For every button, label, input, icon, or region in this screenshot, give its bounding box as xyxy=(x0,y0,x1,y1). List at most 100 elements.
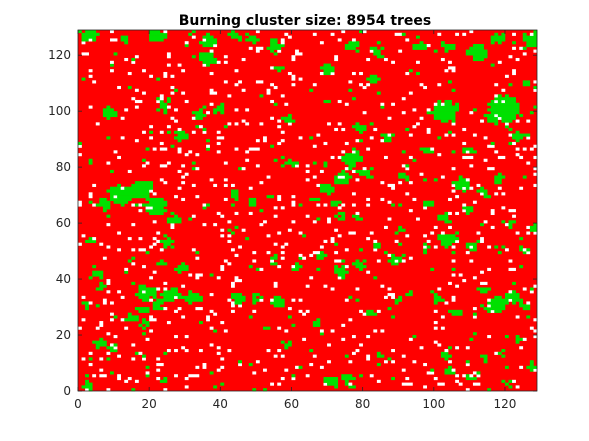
empty-cell xyxy=(184,153,189,157)
empty-cell xyxy=(512,379,516,383)
empty-cell xyxy=(216,368,221,372)
empty-cell xyxy=(533,172,538,176)
empty-cell xyxy=(494,192,499,196)
empty-cell xyxy=(149,189,154,193)
empty-cell xyxy=(423,206,427,210)
empty-cell xyxy=(515,385,520,389)
empty-cell xyxy=(234,108,239,112)
tree-cell xyxy=(198,321,203,325)
tree-cell xyxy=(480,223,484,227)
empty-cell xyxy=(433,309,438,313)
tree-cell xyxy=(131,57,136,62)
tree-cell xyxy=(462,150,467,154)
empty-cell xyxy=(191,214,196,218)
tree-cell xyxy=(504,365,509,369)
empty-cell xyxy=(451,183,456,188)
empty-cell xyxy=(252,259,257,263)
empty-cell xyxy=(134,105,139,109)
empty-cell xyxy=(270,116,274,120)
empty-cell xyxy=(131,97,136,101)
tree-cell xyxy=(198,52,214,56)
empty-cell xyxy=(231,309,235,313)
tree-cell xyxy=(88,158,93,162)
empty-cell xyxy=(387,116,392,120)
tree-cell xyxy=(191,111,203,115)
tree-cell xyxy=(81,385,93,389)
empty-cell xyxy=(401,97,406,101)
tree-cell xyxy=(231,189,239,193)
tree-cell xyxy=(512,290,516,294)
tree-cell xyxy=(483,307,506,311)
empty-cell xyxy=(92,203,97,207)
empty-cell xyxy=(472,276,477,280)
empty-cell xyxy=(455,195,460,199)
empty-cell xyxy=(480,281,488,285)
tree-cell xyxy=(348,167,353,171)
empty-cell xyxy=(209,88,214,92)
empty-cell xyxy=(533,183,538,188)
tree-cell xyxy=(159,379,168,383)
empty-cell xyxy=(455,211,460,215)
tree-cell xyxy=(319,251,324,255)
empty-cell xyxy=(255,139,260,143)
empty-cell xyxy=(220,267,225,271)
tree-cell xyxy=(355,265,367,269)
empty-cell xyxy=(348,318,353,322)
tree-cell xyxy=(465,49,488,53)
empty-cell xyxy=(223,55,228,59)
empty-cell xyxy=(355,178,360,182)
empty-cell xyxy=(106,290,111,294)
empty-cell xyxy=(451,133,456,137)
tree-cell xyxy=(124,186,154,190)
empty-cell xyxy=(195,276,200,280)
tree-cell xyxy=(341,158,363,162)
tree-cell xyxy=(437,136,442,140)
empty-cell xyxy=(522,248,527,252)
empty-cell xyxy=(515,231,520,235)
tree-cell xyxy=(412,46,427,50)
tree-cell xyxy=(359,374,363,378)
tree-cell xyxy=(159,102,168,106)
tree-cell xyxy=(152,206,164,210)
tree-cell xyxy=(366,77,381,81)
tree-cell xyxy=(494,295,502,299)
empty-cell xyxy=(444,301,449,305)
empty-cell xyxy=(494,83,499,87)
empty-cell xyxy=(266,88,271,92)
tree-cell xyxy=(533,85,538,90)
tree-cell xyxy=(166,130,171,134)
tree-cell xyxy=(163,242,171,246)
y-axis: 0 20 40 60 80 100 120 xyxy=(48,48,537,398)
empty-cell xyxy=(512,69,516,73)
empty-cell xyxy=(448,211,452,215)
tree-cell xyxy=(341,374,353,378)
tree-cell xyxy=(494,309,502,313)
tree-cell xyxy=(88,200,93,204)
empty-cell xyxy=(252,251,257,255)
tree-cell xyxy=(508,220,516,224)
tree-cell xyxy=(480,354,488,358)
tree-cell xyxy=(99,200,111,204)
empty-cell xyxy=(529,32,534,36)
empty-cell xyxy=(259,122,264,126)
tree-cell xyxy=(273,304,285,308)
empty-cell xyxy=(472,133,477,137)
tree-cell xyxy=(433,116,456,120)
empty-cell xyxy=(277,195,282,199)
tree-cell xyxy=(465,211,470,215)
empty-cell xyxy=(348,231,356,235)
tree-cell xyxy=(355,122,360,126)
empty-cell xyxy=(127,71,132,76)
tree-cell xyxy=(344,382,349,386)
empty-cell xyxy=(423,245,427,249)
tree-cell xyxy=(529,363,534,367)
empty-cell xyxy=(458,273,463,277)
tree-cell xyxy=(287,340,292,344)
empty-cell xyxy=(469,111,474,115)
empty-cell xyxy=(380,181,385,185)
empty-cell xyxy=(202,363,207,367)
empty-cell xyxy=(92,183,97,188)
empty-cell xyxy=(319,41,324,45)
empty-cell xyxy=(206,144,210,148)
